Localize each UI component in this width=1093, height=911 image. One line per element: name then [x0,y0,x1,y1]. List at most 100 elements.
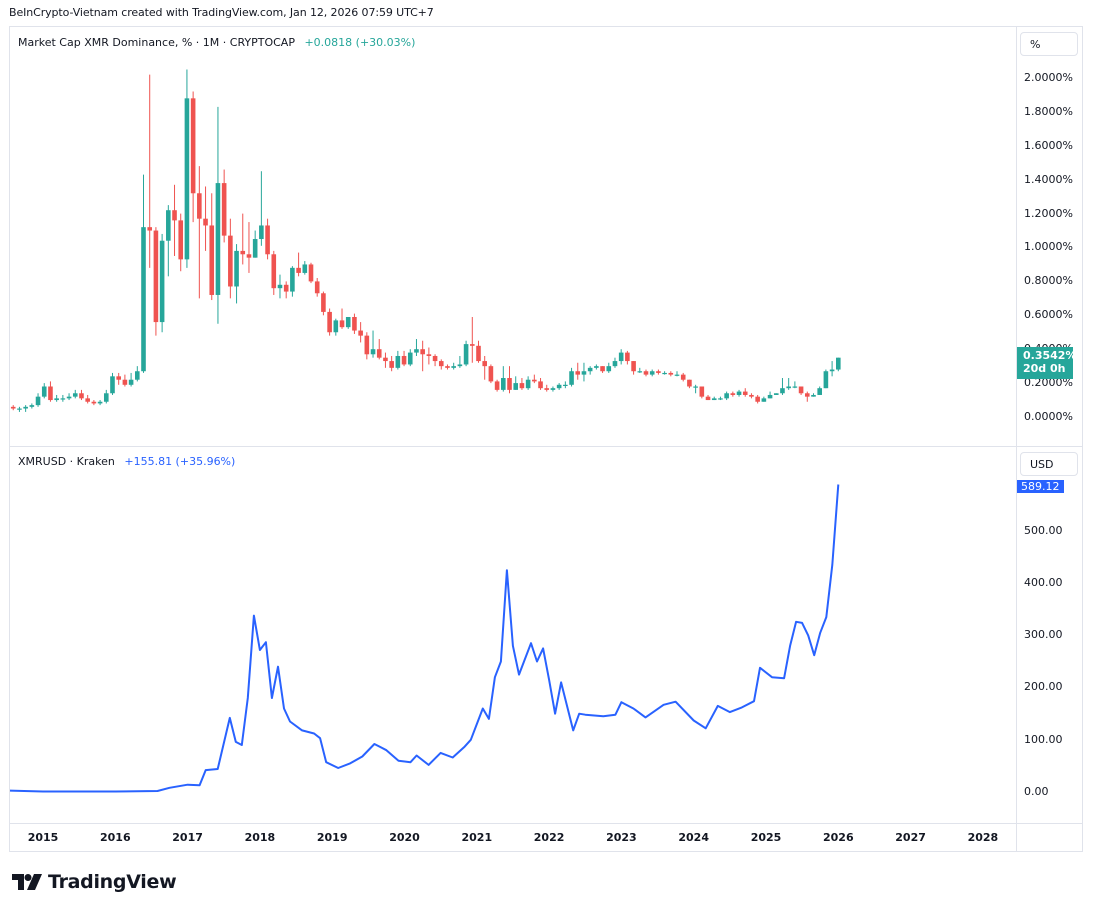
candle-down [445,366,450,368]
candle-down [358,330,363,336]
candle-up [718,398,723,400]
line-plot[interactable] [10,447,1016,823]
candle-up [135,371,140,380]
candle-up [414,349,419,353]
bar-countdown: 20d 0h [1023,362,1066,375]
pane-divider[interactable] [10,446,1082,447]
candle-down [804,393,810,397]
candle-up [662,372,667,375]
candle-down [352,316,357,331]
candle-down [383,357,388,362]
candle-down [209,225,215,295]
candle-up [234,250,239,287]
candle-down [79,393,84,399]
y-tick: 0.2000% [1024,376,1073,389]
candle-up [370,349,376,355]
candle-up [72,393,78,397]
candle-down [749,394,754,397]
candle-up [829,369,835,372]
candle-up [128,379,134,385]
dominance-pane[interactable]: Market Cap XMR Dominance, % · 1M · CRYPT… [10,27,1016,446]
candle-up [252,239,258,258]
candle-down [327,311,332,333]
xmrusd-legend: XMRUSD · Kraken +155.81 (+35.96%) [18,455,235,468]
candle-down [476,345,481,362]
candle-down [426,354,432,356]
price-axis-divider [1016,27,1017,851]
candle-down [91,401,97,404]
time-axis-divider [10,823,1082,824]
candle-up [693,386,698,388]
candle-down [85,398,90,402]
candle-up [60,398,66,400]
candlestick-plot[interactable] [10,27,1016,446]
dominance-legend: Market Cap XMR Dominance, % · 1M · CRYPT… [18,36,415,49]
candle-down [432,355,438,362]
candle-up [817,388,822,395]
chart-frame: Market Cap XMR Dominance, % · 1M · CRYPT… [9,26,1083,852]
candle-down [339,320,345,328]
y-tick: 1.4000% [1024,173,1073,186]
x-tick: 2017 [172,831,203,844]
candle-down [668,372,674,375]
candle-up [525,379,531,389]
tradingview-logo[interactable]: TradingView [12,871,177,893]
candle-down [364,335,370,355]
y-tick: 1.0000% [1024,240,1073,253]
usd-scale-button[interactable]: USD [1020,452,1078,476]
candle-down [656,371,661,373]
x-tick: 2028 [967,831,999,844]
candle-down [314,281,320,294]
xmrusd-pane[interactable]: XMRUSD · Kraken +155.81 (+35.96%) [10,447,1016,823]
candle-up [736,391,742,395]
candle-up [159,240,165,323]
candle-down [680,374,686,380]
percent-scale-button[interactable]: % [1020,32,1078,56]
candle-down [376,349,382,358]
xmrusd-last-price-tag: 589.12 [1017,480,1064,493]
candle-down [228,235,233,287]
candle-down [122,379,128,385]
candle-down [538,381,543,389]
candle-down [687,379,692,387]
candle-down [116,376,121,380]
candle-down [643,371,649,375]
candle-down [798,386,804,394]
candle-down [321,293,326,312]
x-tick: 2027 [895,831,926,844]
candle-down [699,386,705,397]
candle-up [302,264,308,273]
y-tick: 100.00 [1024,733,1063,746]
candle-down [10,406,16,409]
candle-down [625,352,630,362]
candle-up [457,364,463,367]
candle-down [742,391,748,395]
y-tick: 0.8000% [1024,274,1073,287]
x-tick: 2018 [244,831,276,844]
candle-up [29,405,35,407]
candle-up [141,227,146,372]
candle-down [519,383,525,389]
candle-down [755,396,760,402]
candle-up [290,267,295,292]
candle-up [166,210,171,241]
candle-down [153,230,159,323]
y-tick: 1.2000% [1024,207,1073,220]
candle-up [184,98,190,260]
candle-up [792,386,798,388]
x-tick: 2020 [389,831,420,844]
candle-up [333,320,339,333]
candle-up [711,398,717,401]
candle-down [240,250,246,255]
xmrusd-change: +155.81 (+35.96%) [124,455,236,468]
y-tick: 0.0000% [1024,410,1073,423]
candle-up [556,384,562,389]
candle-down [265,225,270,255]
candle-up [215,183,221,295]
candle-down [271,254,277,289]
x-tick: 2021 [461,831,493,844]
y-tick: 500.00 [1024,524,1063,537]
candle-up [637,371,643,373]
x-tick: 2023 [606,831,637,844]
candle-up [773,393,779,395]
